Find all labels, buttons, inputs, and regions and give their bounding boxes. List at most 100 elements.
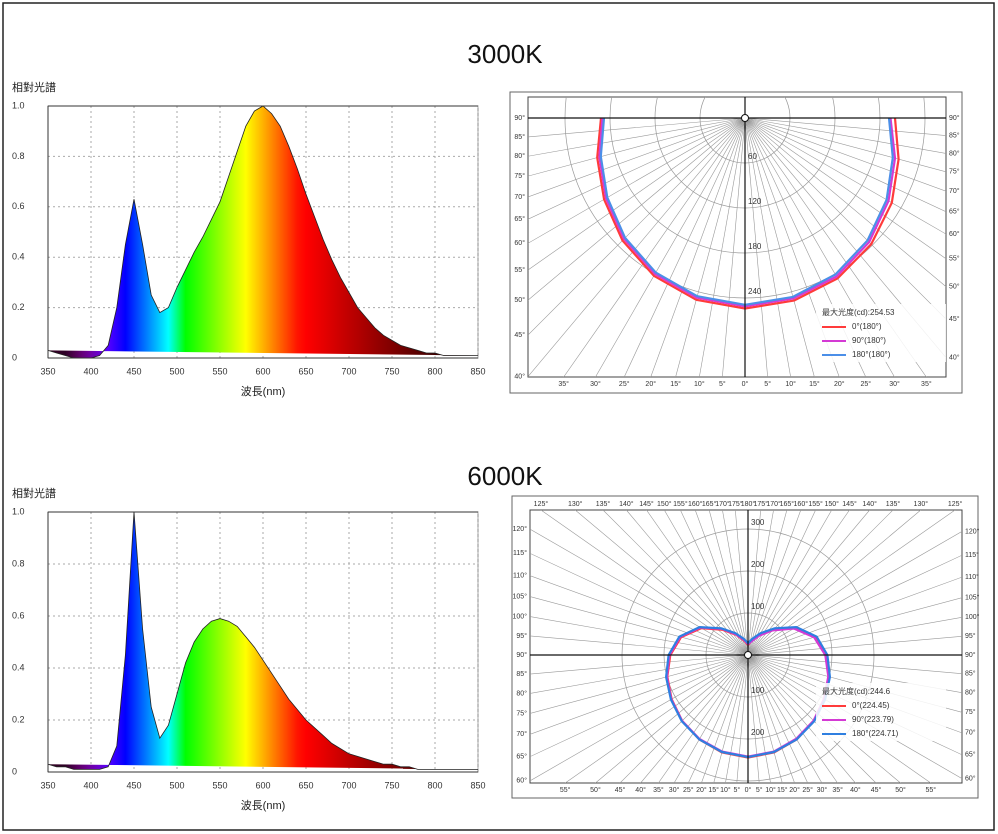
angle-label: 105° <box>965 594 980 602</box>
angle-label: 90° <box>516 651 527 659</box>
spoke <box>744 117 946 173</box>
spoke <box>736 654 749 783</box>
angle-label: 60° <box>516 777 527 785</box>
angle-label: 30° <box>889 380 900 388</box>
x-tick-label: 400 <box>83 366 98 376</box>
angle-label: 40° <box>635 786 646 794</box>
spoke <box>528 117 746 220</box>
x-tick-label: 650 <box>298 366 313 376</box>
angle-label: 30° <box>817 786 828 794</box>
legend-title: 最大光度(cd):244.6 <box>822 686 891 696</box>
spoke <box>744 117 791 377</box>
angle-label: 120° <box>965 527 980 535</box>
legend-box <box>816 683 946 741</box>
angle-label: 115° <box>513 549 527 557</box>
angle-label: 120° <box>513 525 528 533</box>
angle-label: 90° <box>949 114 960 122</box>
angle-label: 165° <box>780 500 795 508</box>
angle-label: 35° <box>558 380 569 388</box>
angle-label: 130° <box>568 500 583 508</box>
y-tick-label: 1.0 <box>12 100 25 110</box>
section-title: 6000K <box>467 461 543 491</box>
angle-label: 45° <box>949 315 960 323</box>
spoke <box>658 654 749 783</box>
spoke <box>650 117 746 377</box>
x-tick-label: 350 <box>40 780 55 790</box>
angle-label: 145° <box>842 500 857 508</box>
spoke <box>528 117 746 138</box>
spoke <box>744 117 946 320</box>
angle-label: 50° <box>590 786 601 794</box>
angle-label: 155° <box>808 500 823 508</box>
y-tick-label: 0.4 <box>12 662 25 672</box>
angle-label: 50° <box>514 296 525 304</box>
spoke <box>528 117 746 301</box>
x-tick-label: 450 <box>126 780 141 790</box>
angle-label: 80° <box>965 689 976 697</box>
angle-label: 75° <box>516 709 527 717</box>
angle-label: 0° <box>745 786 752 794</box>
angle-label: 95° <box>965 632 976 640</box>
y-tick-label: 0.2 <box>12 714 25 724</box>
spoke <box>530 635 749 656</box>
x-axis-title: 波長(nm) <box>241 799 286 812</box>
center-dot <box>744 651 752 659</box>
angle-label: 40° <box>949 353 960 361</box>
angle-label: 25° <box>683 786 694 794</box>
spoke <box>528 117 746 336</box>
x-tick-label: 550 <box>212 780 227 790</box>
spoke <box>744 117 946 235</box>
angle-label: 40° <box>850 786 861 794</box>
spoke <box>747 510 802 656</box>
x-tick-label: 800 <box>427 366 442 376</box>
angle-label: 70° <box>514 193 525 201</box>
y-tick-label: 0 <box>12 766 17 776</box>
angle-label: 140° <box>619 500 634 508</box>
angle-label: 175° <box>728 500 743 508</box>
angle-label: 10° <box>720 786 731 794</box>
angle-label: 25° <box>860 380 871 388</box>
x-axis-title: 波長(nm) <box>241 385 286 398</box>
spoke <box>708 510 749 656</box>
angle-label: 15° <box>809 380 820 388</box>
angle-label: 75° <box>965 708 976 716</box>
spoke <box>747 654 856 783</box>
spoke <box>747 654 795 783</box>
angle-label: 170° <box>766 500 781 508</box>
x-tick-label: 800 <box>427 780 442 790</box>
angle-label: 175° <box>753 500 768 508</box>
angle-label: 160° <box>688 500 703 508</box>
spoke <box>640 654 749 783</box>
angle-label: 85° <box>965 670 976 678</box>
spoke <box>744 117 768 377</box>
angle-label: 25° <box>802 786 813 794</box>
angle-label: 85° <box>949 131 960 139</box>
spoke <box>530 654 749 735</box>
legend-label: 0°(224.45) <box>852 701 890 710</box>
angle-label: 110° <box>965 573 979 581</box>
y-tick-label: 0.8 <box>12 558 25 568</box>
angle-label: 135° <box>596 500 611 508</box>
angle-label: 20° <box>834 380 845 388</box>
angle-label: 55° <box>926 786 937 794</box>
angle-label: 10° <box>785 380 796 388</box>
spoke <box>747 510 774 656</box>
angle-label: 5° <box>764 380 771 388</box>
angle-label: 55° <box>514 266 525 274</box>
legend-label: 180°(224.71) <box>852 729 899 738</box>
spoke <box>747 510 956 656</box>
r-tick-label: 240 <box>748 287 762 296</box>
angle-label: 45° <box>615 786 626 794</box>
spoke <box>528 117 746 177</box>
angle-label: 35° <box>921 380 932 388</box>
angle-label: 70° <box>965 729 976 737</box>
y-tick-label: 0.6 <box>12 610 25 620</box>
legend-box <box>816 304 946 362</box>
angle-label: 180° <box>741 500 756 508</box>
y-tick-label: 0.8 <box>12 151 25 161</box>
spoke <box>530 654 749 714</box>
spoke <box>744 117 946 154</box>
spectrum-area <box>47 511 478 770</box>
spoke <box>595 117 746 377</box>
spoke <box>530 654 749 675</box>
